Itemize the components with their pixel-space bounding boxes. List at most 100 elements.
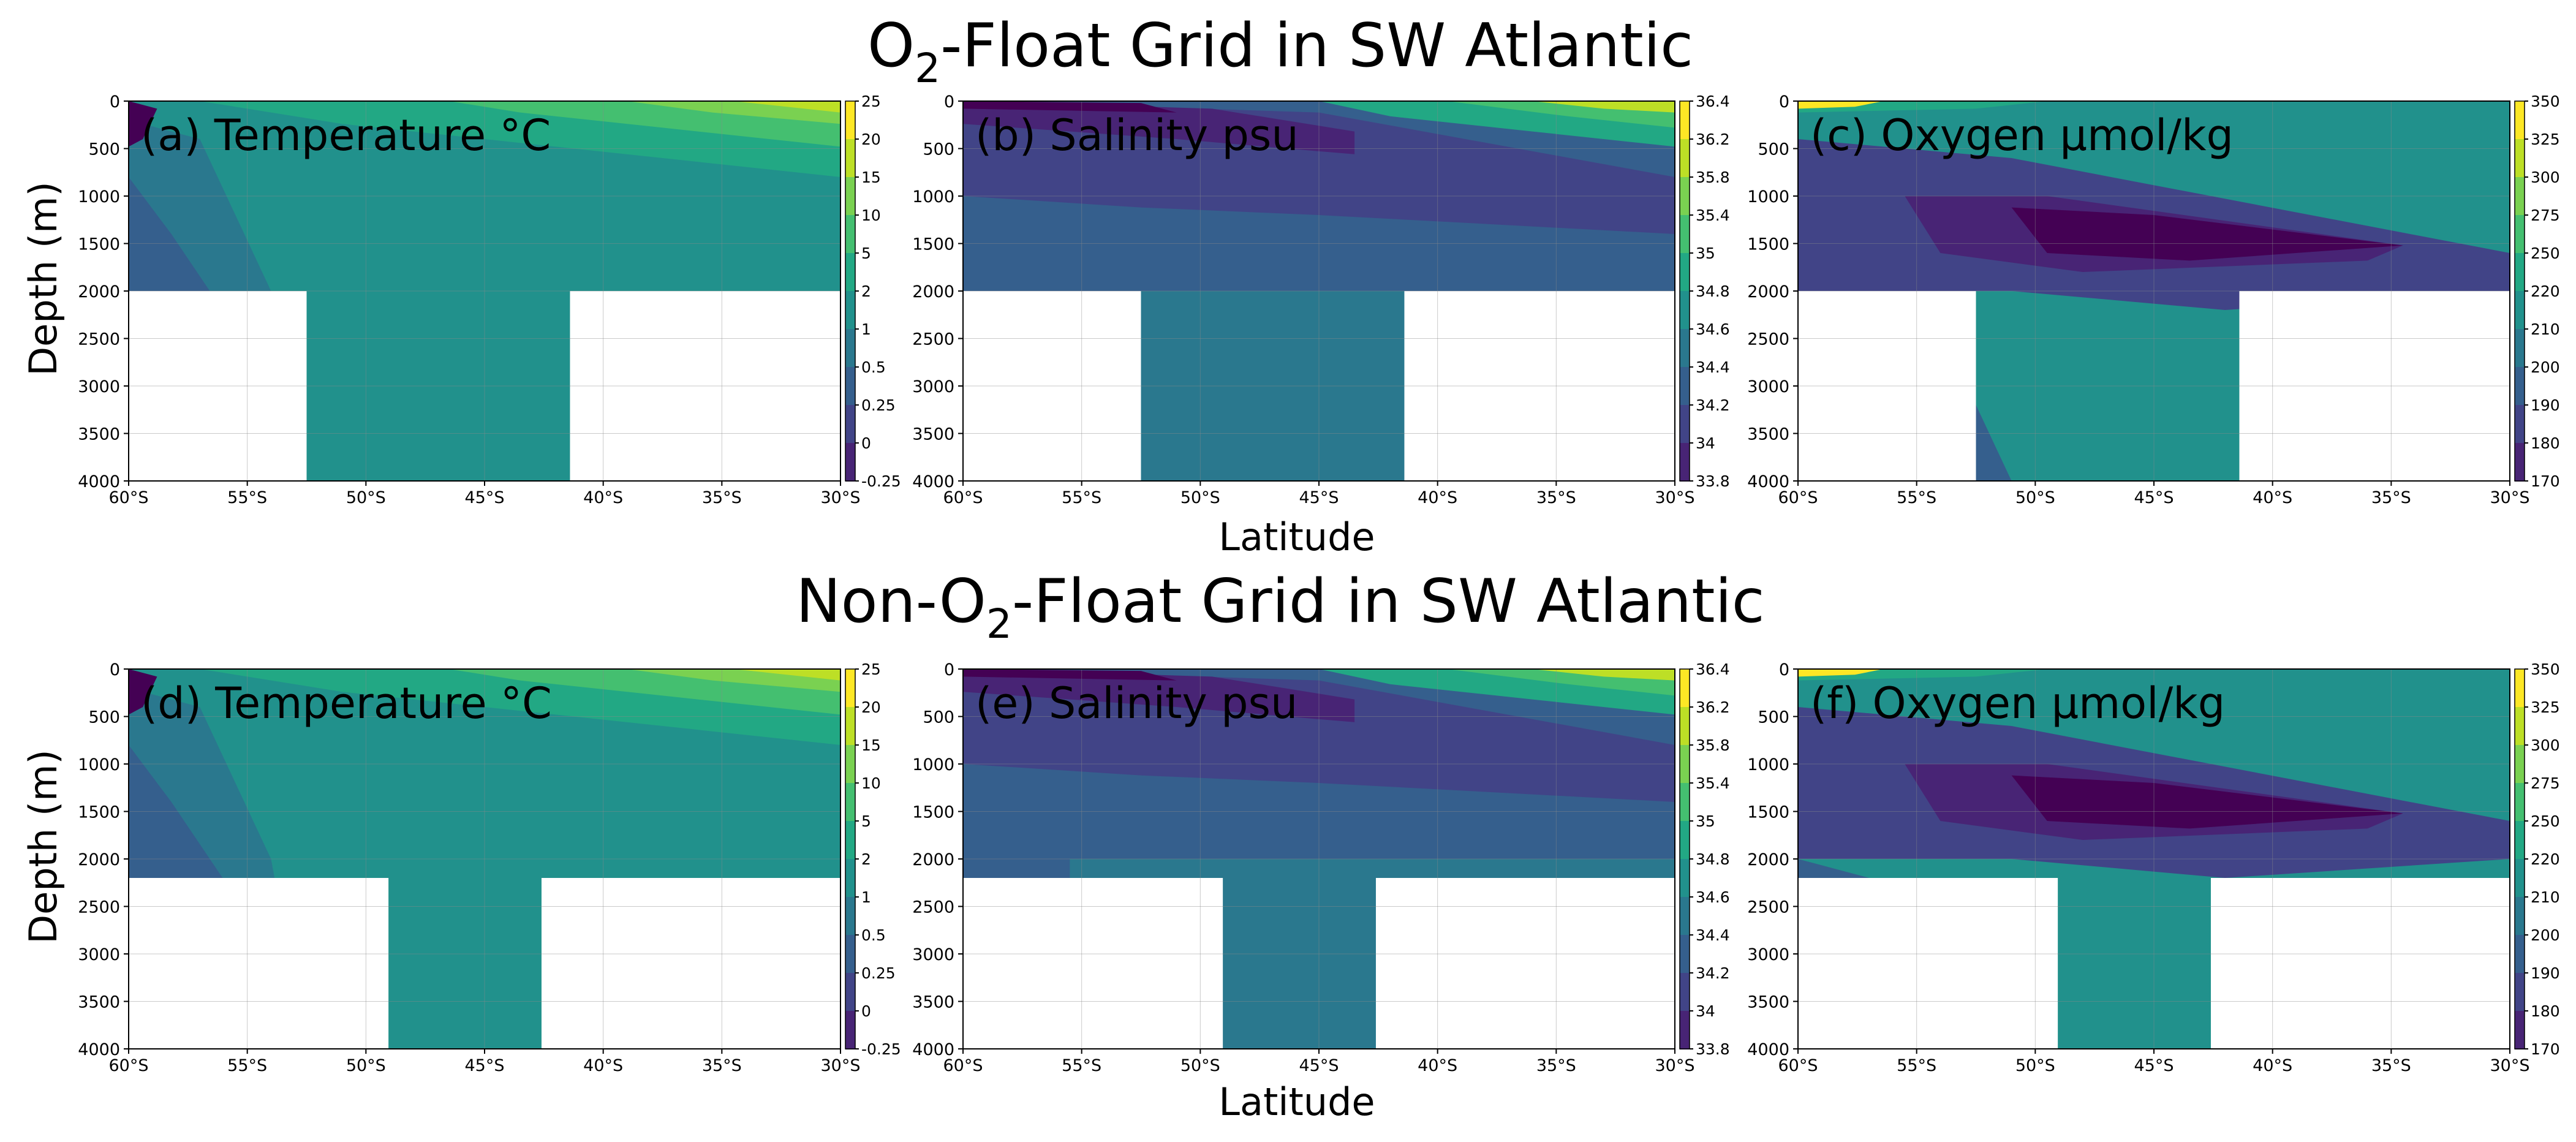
colorbar-tick-label: 33.8 (1696, 1040, 1730, 1058)
y-tick-label: 4000 (912, 472, 954, 491)
y-tick-label: 2500 (912, 330, 954, 349)
y-tick-label: 500 (88, 140, 120, 159)
contour-region (1532, 669, 1675, 681)
colorbar-tick-label: 300 (2531, 168, 2560, 186)
colorbar-segment (2515, 897, 2525, 936)
contour-region (129, 669, 157, 715)
colorbar-tick-label: 10 (861, 774, 881, 792)
colorbar-segment (2515, 101, 2525, 140)
colorbar-tick-label: 34.6 (1696, 888, 1730, 906)
colorbar-tick-label: 34.8 (1696, 282, 1730, 300)
contour-region (1798, 101, 1884, 109)
colorbar-segment (845, 367, 855, 406)
colorbar-segment (1680, 669, 1690, 708)
colorbar-segment (2515, 329, 2525, 368)
colorbar-tick-label: 36.2 (1696, 698, 1730, 716)
x-tick-label: 45°S (2134, 488, 2174, 507)
panel-label: (b) Salinity psu (975, 110, 1299, 161)
colorbar-segment (1680, 821, 1690, 860)
colorbar-segment (845, 253, 855, 292)
colorbar-tick-label: 0 (861, 1002, 871, 1020)
colorbar-tick-label: 20 (861, 698, 881, 716)
colorbar-tick-label: 36.2 (1696, 130, 1730, 148)
x-tick-label: 45°S (465, 488, 505, 507)
colorbar-tick-label: 35.4 (1696, 206, 1730, 224)
colorbar-segment (2515, 935, 2525, 974)
colorbar-segment (1680, 745, 1690, 784)
y-tick-label: 0 (944, 93, 954, 112)
colorbar-segment (845, 669, 855, 708)
x-tick-label: 35°S (1536, 488, 1576, 507)
colorbar-segment (845, 177, 855, 216)
colorbar-tick-label: 10 (861, 206, 881, 224)
x-tick-label: 55°S (227, 488, 267, 507)
colorbar-segment (2515, 215, 2525, 254)
y-tick-label: 3000 (912, 945, 954, 964)
colorbar-segment (845, 707, 855, 746)
no-data-mask (2210, 878, 2510, 1049)
colorbar-segment (1680, 329, 1690, 368)
colorbar-segment (845, 215, 855, 254)
x-tick-label: 60°S (109, 488, 149, 507)
y-tick-label: 1000 (912, 755, 954, 774)
colorbar-segment (1680, 101, 1690, 140)
x-axis-label-bottom: Latitude (1218, 1080, 1375, 1124)
colorbar-tick-label: 15 (861, 168, 881, 186)
colorbar-segment (1680, 177, 1690, 216)
colorbar-segment (1680, 405, 1690, 444)
colorbar-segment (845, 897, 855, 936)
y-tick-label: 500 (1758, 140, 1789, 159)
y-tick-label: 3000 (1747, 945, 1789, 964)
colorbar-segment (845, 859, 855, 898)
colorbar-tick-label: 250 (2531, 244, 2560, 262)
y-tick-label: 3500 (1747, 993, 1789, 1012)
x-tick-label: 45°S (1299, 1056, 1339, 1075)
colorbar-segment (845, 291, 855, 330)
colorbar-tick-label: 2 (861, 850, 871, 868)
y-tick-label: 3500 (912, 993, 954, 1012)
x-tick-label: 35°S (702, 488, 742, 507)
colorbar-tick-label: 275 (2531, 774, 2560, 792)
y-tick-label: 0 (110, 660, 120, 679)
contour-region (1798, 669, 1884, 677)
colorbar-segment (1680, 783, 1690, 822)
colorbar-segment (845, 443, 855, 482)
panel-label: (c) Oxygen µmol/kg (1810, 110, 2234, 161)
contour-region (733, 669, 840, 681)
no-data-mask (1798, 878, 2058, 1049)
y-tick-label: 3500 (912, 425, 954, 444)
y-tick-label: 3000 (1747, 377, 1789, 396)
x-tick-label: 55°S (1897, 488, 1936, 507)
y-tick-label: 2000 (1747, 850, 1789, 869)
y-tick-label: 1000 (78, 755, 120, 774)
no-data-mask (129, 291, 307, 481)
no-data-mask (1404, 291, 1675, 481)
x-tick-label: 40°S (1418, 1056, 1457, 1075)
colorbar-tick-label: -0.25 (861, 1040, 901, 1058)
colorbar-segment (1680, 253, 1690, 292)
panel-d: 60°S 55°S 50°S 45°S 40°S 35°S 30°S050010001500… (78, 660, 901, 1075)
x-tick-label: 55°S (227, 1056, 267, 1075)
colorbar-segment (2515, 405, 2525, 444)
colorbar-tick-label: 0.5 (861, 358, 886, 376)
x-tick-label: 30°S (2490, 1056, 2530, 1075)
y-tick-label: 500 (88, 708, 120, 727)
x-tick-label: 40°S (1418, 488, 1457, 507)
colorbar-tick-label: 34.8 (1696, 850, 1730, 868)
colorbar-tick-label: 170 (2531, 472, 2560, 490)
panel-label: (a) Temperature °C (141, 110, 551, 161)
x-tick-label: 60°S (1778, 488, 1818, 507)
y-tick-label: 4000 (912, 1040, 954, 1059)
colorbar-tick-label: 35 (1696, 244, 1715, 262)
panel-label: (d) Temperature °C (141, 678, 552, 728)
no-data-mask (1375, 878, 1675, 1049)
colorbar-segment (2515, 443, 2525, 482)
colorbar-tick-label: 180 (2531, 434, 2560, 452)
colorbar-segment (845, 745, 855, 784)
colorbar-tick-label: 34.4 (1696, 926, 1730, 944)
colorbar-tick-label: 5 (861, 812, 871, 830)
colorbar-tick-label: 275 (2531, 206, 2560, 224)
x-tick-label: 30°S (1655, 488, 1695, 507)
panel-b: 60°S 55°S 50°S 45°S 40°S 35°S 30°S 0 500 1000 1500… (912, 93, 1729, 507)
bottom-suptitle: Non-O2-Float Grid in SW Atlantic (796, 567, 1764, 648)
